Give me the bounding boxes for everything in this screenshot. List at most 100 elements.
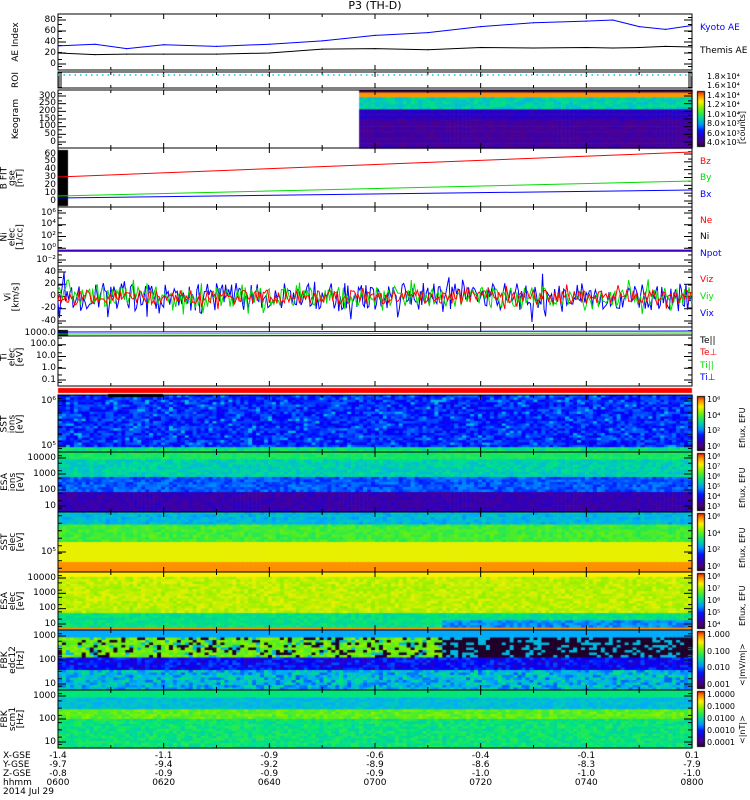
ti-tick-label: 100.0	[30, 339, 56, 350]
footer-z-value: -0.9	[366, 769, 384, 779]
sst_i-colorbar-label: 10⁰	[707, 442, 721, 451]
ae-tick-label: 80	[44, 14, 56, 25]
fbk_e-axis-label: FBK edc12 [Hz]	[0, 646, 26, 674]
bfit-axis-label: B FIT gse [nT]	[0, 166, 26, 189]
ae-data-point	[94, 43, 96, 45]
bfit-tick-label: 50	[44, 156, 56, 167]
ti-tick-label: 0.1	[41, 374, 56, 385]
esa_i-tick-label: 1000	[33, 468, 56, 479]
ni-tick-label: 10⁻²	[36, 254, 56, 265]
esa_i-tick-label: 10	[44, 500, 56, 511]
vi-legend-1: Viy	[700, 292, 714, 302]
footer-z-value: -1.0	[471, 769, 490, 779]
sst_e-colorbar-unit: Eflux, EFU	[738, 527, 747, 569]
footer-z-value: -0.9	[260, 769, 279, 779]
bfit-tick-label: 40	[44, 164, 56, 175]
fbk_b-colorbar-label: 0.0100	[707, 714, 735, 723]
footer-x-value: -1.1	[154, 751, 173, 761]
footer-z-value: -1.0	[683, 769, 701, 779]
ae-tick-label: 40	[44, 36, 56, 47]
ni-tick-label: 10⁴	[40, 219, 56, 230]
esa_e-colorbar-unit: Eflux, EFU	[738, 585, 747, 627]
keogram-panel-frame	[57, 89, 693, 149]
keogram-tick-label: 250	[38, 98, 56, 109]
vi-axis-label: Vi [km/s]	[3, 282, 22, 311]
keogram-colorbar-label: 1.0×10⁴	[707, 109, 740, 119]
ni-legend-2: Npot	[700, 248, 722, 259]
sst_i-panel-frame	[57, 394, 693, 453]
sst_e-colorbar-label: 10⁰	[707, 562, 721, 571]
ti-legend-1: Te⊥	[700, 348, 718, 359]
vi-tick-label: -20	[41, 303, 56, 314]
footer-x-value: -0.6	[366, 751, 384, 761]
ti-tick-label: 10.0	[35, 351, 56, 361]
sst_i-colorbar-label: 10²	[707, 426, 721, 436]
fbk_b-tick-label: 100	[38, 713, 56, 724]
fbk_e-tick-label: 1000	[33, 630, 56, 641]
ae-data-point	[57, 52, 59, 54]
footer-t-value: 0740	[574, 778, 598, 788]
keogram-colorbar-label: 1.8×10⁴	[707, 71, 740, 81]
keogram-colorbar-label: 1.2×10⁴	[707, 100, 740, 109]
sst_i-axis-label: SST ions [eV]	[0, 414, 26, 433]
ae-data-point	[374, 34, 376, 37]
bfit-legend-0: Bz	[700, 157, 711, 167]
keogram-tick-label: 50	[44, 128, 56, 139]
fbk_b-axis-label: FBK scm1 [Hz]	[0, 706, 26, 732]
ti-legend-0: Te||	[700, 336, 716, 346]
ae-data-point	[480, 46, 482, 49]
sst_e-panel-frame	[57, 511, 693, 573]
ae-data-point	[585, 20, 587, 22]
ae-data-point	[268, 43, 270, 45]
ae-data-point	[126, 53, 128, 55]
ae-data-point	[585, 46, 587, 49]
bfit-legend-2: Bx	[700, 189, 712, 200]
footer-row-label: X-GSE	[3, 751, 31, 761]
footer-x-value: 0.1	[684, 751, 700, 761]
ti-axis-label: Ti elec [eV]	[0, 347, 26, 366]
footer-x-value: -0.4	[471, 751, 490, 761]
fbk_e-panel-frame	[57, 629, 693, 691]
footer-t-value: 0640	[257, 778, 281, 788]
ae-data-point	[532, 22, 535, 24]
bfit-tick-label: 10	[44, 187, 56, 198]
keogram-colorbar-label: 8.0×10³	[707, 119, 740, 128]
vi-tick-label: -40	[41, 315, 56, 326]
sst_e-tick-label: 10⁵	[40, 546, 56, 557]
vi-tick-label: 0	[50, 291, 56, 301]
footer-row-label: hhmm	[3, 778, 32, 788]
footer-t-value: 0600	[46, 778, 70, 788]
ni-tick-label: 10²	[40, 231, 56, 241]
ni-tick-label: 10⁶	[40, 207, 56, 218]
esa_i-colorbar-label: 10⁶	[707, 472, 721, 481]
esa_i-colorbar-label: 10⁸	[707, 452, 721, 461]
ae-data-point	[532, 47, 535, 49]
roi-axis-label: ROI	[11, 72, 21, 88]
sst_i-colorbar-unit: Eflux, EFU	[738, 407, 747, 449]
sst_e-colorbar-label: 10⁶	[707, 512, 721, 521]
keogram-colorbar-label: 6.0×10³	[707, 128, 740, 138]
esa_e-tick-label: 100	[38, 603, 56, 614]
esa_i-tick-label: 100	[38, 484, 56, 495]
ae-data-point	[638, 26, 640, 28]
ni-legend-0: Ne	[700, 216, 713, 226]
plot-title: P3 (TH-D)	[348, 0, 402, 12]
ae-data-point	[321, 40, 323, 42]
footer-y-value: -9.4	[154, 760, 173, 770]
fbk_b-colorbar-unit: <|nT|>	[738, 715, 747, 744]
ae-data-point	[427, 32, 429, 34]
ae-data-point	[612, 19, 614, 21]
fbk_b-colorbar-label: 1.0000	[707, 690, 735, 699]
ti-legend-3: Ti⊥	[700, 372, 716, 383]
sst_i-tick-label: 10⁶	[40, 395, 56, 406]
ae-data-point	[126, 48, 128, 50]
ni-legend-1: Ni	[700, 232, 710, 243]
footer-z-value: -0.9	[154, 769, 173, 779]
footer-x-value: -1.4	[49, 751, 67, 761]
sst_i-colorbar-label: 10⁴	[707, 410, 721, 420]
sst_e-colorbar-label: 10⁴	[707, 528, 721, 538]
keogram-axis-label: Keogram	[11, 98, 21, 140]
ae-data-point	[638, 46, 640, 49]
fbk_e-colorbar-label: 1.000	[707, 630, 730, 639]
